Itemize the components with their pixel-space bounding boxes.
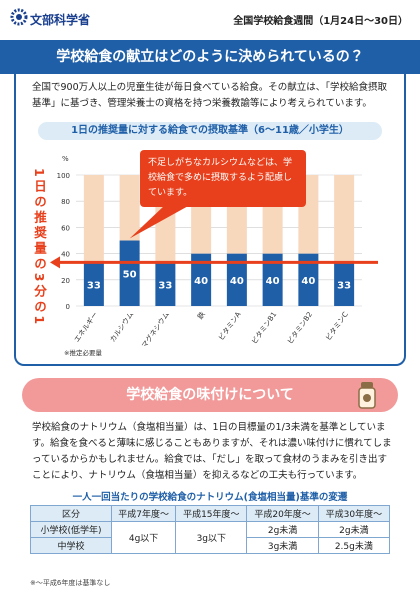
y-tick-label: 20 [61, 277, 70, 285]
reference-arrow [50, 256, 60, 269]
header-cell: 平成20年度〜 [246, 505, 319, 522]
callout: 不足しがちなカルシウムなどは、学校給食で多めに摂取するよう配慮しています。 [140, 150, 306, 207]
cell: 3g以下 [175, 521, 248, 554]
value-label: 40 [301, 276, 315, 287]
bar-segment [298, 253, 319, 306]
y-tick-label: 80 [61, 198, 70, 206]
x-tick-label: ビタミンB2 [285, 310, 314, 346]
value-label: 50 [123, 269, 137, 280]
chart-title: 1日の推奨量に対する給食での摂取基準（6〜11歳／小学生） [38, 122, 382, 140]
value-label: 33 [87, 280, 101, 291]
cell: 2g未満 [317, 521, 391, 538]
table: 区分 平成7年度〜 平成15年度〜 平成20年度〜 平成30年度〜 小学校(低学… [30, 505, 391, 554]
bar-segment [119, 175, 140, 241]
value-label: 33 [337, 280, 351, 291]
value-label: 40 [266, 276, 280, 287]
salt-icon [358, 382, 376, 409]
bar-segment [155, 262, 176, 306]
callout-pointer [129, 205, 190, 239]
header-cell: 平成7年度〜 [110, 505, 177, 522]
bar-segment [191, 253, 212, 306]
section-body: 全国で900万人以上の児童生徒が毎日食べている給食。その献立は、「学校給食摂取基… [32, 82, 388, 109]
bar-segment [83, 262, 104, 306]
x-tick-label: ビタミンA [216, 310, 242, 342]
section-title: 学校給食の味付けについて [22, 378, 398, 412]
logo-icon [10, 8, 28, 26]
x-tick-label: エネルギー [73, 311, 100, 344]
section-box [14, 74, 406, 366]
value-label: 40 [194, 276, 208, 287]
value-label: 33 [158, 280, 172, 291]
header-cell: 平成30年度〜 [317, 505, 391, 522]
x-tick-label: ビタミンB1 [250, 310, 279, 346]
y-tick-label: 100 [57, 172, 70, 180]
header-cell: 平成15年度〜 [175, 505, 248, 522]
table-title: 一人一回当たりの学校給食のナトリウム(食塩相当量)基準の変遷 [72, 492, 348, 503]
cell: 2.5g未満 [317, 537, 391, 554]
y-tick-label: 0 [66, 303, 70, 311]
cell: 2g未満 [246, 521, 319, 538]
row-header: 中学校 [30, 537, 112, 554]
cell: 3g未満 [246, 537, 319, 554]
bar-segment [334, 175, 355, 263]
event-title: 全国学校給食週間（1月24日〜30日） [233, 16, 408, 27]
y-tick-label: 60 [61, 224, 70, 232]
bar-segment [119, 240, 140, 306]
chart-note: ※推定必要量 [64, 348, 102, 357]
bar-segment [262, 253, 283, 306]
x-tick-label: 鉄 [195, 310, 206, 321]
bar-segment [226, 253, 247, 306]
header-cell: 区分 [30, 505, 112, 522]
cell: 4g以下 [110, 521, 177, 554]
x-tick-label: カルシウム [109, 311, 136, 344]
y-tick-label: 40 [61, 251, 70, 259]
bar-segment [334, 262, 355, 306]
bar-segment [83, 175, 104, 263]
x-tick-label: マグネシウム [140, 310, 171, 350]
table-note: ※〜平成6年度は基準なし [30, 579, 111, 587]
reference-label: 1日の推奨量の3分の1 [32, 168, 47, 328]
row-header: 小学校(低学年) [30, 521, 112, 538]
section-body: 学校給食のナトリウム（食塩相当量）は、1日の目標量の1/3未満を基準としています… [32, 422, 392, 481]
section-title: 学校給食の献立はどのように決められているの？ [0, 40, 420, 74]
x-tick-label: ビタミンC [324, 310, 350, 342]
organization: 文部科学省 [30, 13, 91, 27]
y-unit: % [62, 155, 69, 163]
value-label: 40 [230, 276, 244, 287]
